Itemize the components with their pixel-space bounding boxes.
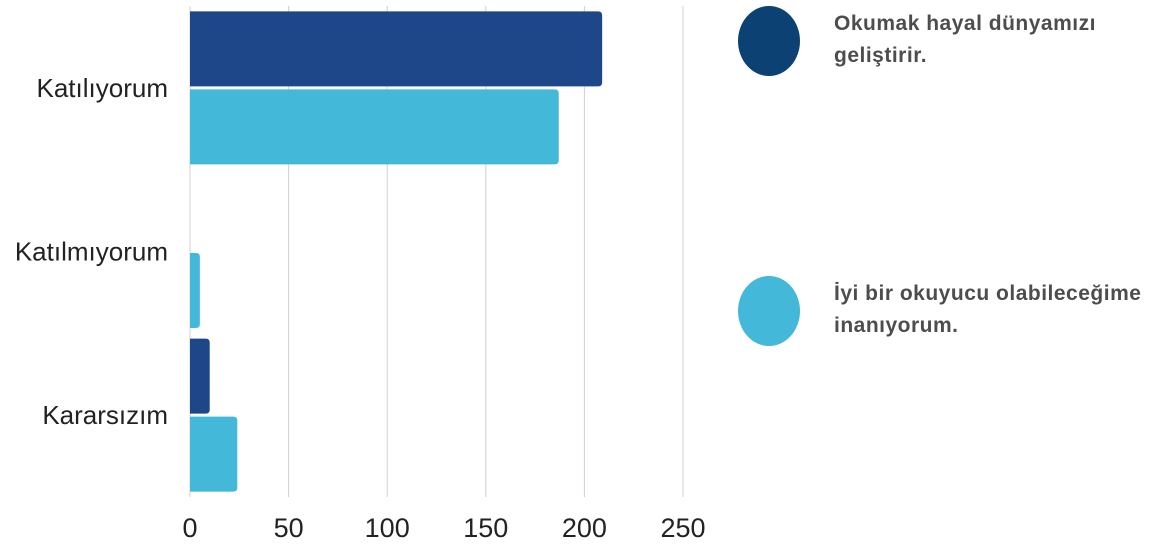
x-tick-label: 100 <box>365 513 410 543</box>
bar-series-2-cat-2 <box>190 253 200 328</box>
legend-marker-series-1 <box>738 6 800 76</box>
category-label: Katılmıyorum <box>15 237 168 267</box>
legend-label-series-1: Okumak hayal dünyamızı geliştirir. <box>834 12 1096 67</box>
x-tick-label: 250 <box>660 513 705 543</box>
bar-chart: Katılıyorum Katılmıyorum Kararsızım 0 50 100… <box>15 6 706 543</box>
x-tick-label: 50 <box>274 513 304 543</box>
bar-series-2-cat-1 <box>190 89 559 165</box>
legend-item-series-1: Okumak hayal dünyamızı geliştirir. <box>738 6 1164 76</box>
category-label: Kararsızım <box>42 400 168 430</box>
bar-series-1-cat-3 <box>190 338 210 414</box>
bar-series-2-cat-3 <box>190 416 238 492</box>
legend-label-series-2: İyi bir okuyucu olabileceğime inanıyorum… <box>834 282 1142 337</box>
x-tick-label: 200 <box>562 513 607 543</box>
bars <box>190 11 603 492</box>
x-tick-labels: 0 50 100 150 200 250 <box>182 513 705 543</box>
gridlines <box>189 6 684 497</box>
category-labels: Katılıyorum Katılmıyorum Kararsızım <box>15 73 168 430</box>
x-tick-label: 0 <box>182 513 197 543</box>
bar-series-1-cat-1 <box>190 11 603 87</box>
category-label: Katılıyorum <box>37 73 169 103</box>
legend-marker-series-2 <box>738 276 800 346</box>
x-tick-label: 150 <box>463 513 508 543</box>
legend-item-series-2: İyi bir okuyucu olabileceğime inanıyorum… <box>738 276 1164 346</box>
